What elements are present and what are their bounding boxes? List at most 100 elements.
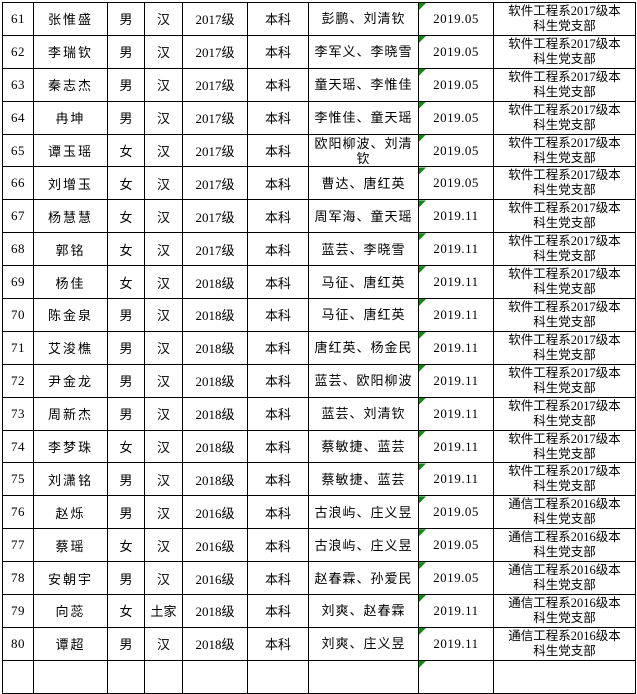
cell-ethnicity: 汉	[144, 363, 183, 398]
cell-name	[33, 659, 108, 694]
green-triangle-icon	[419, 562, 426, 570]
cell-date: 2019.11	[418, 396, 494, 431]
cell-degree: 本科	[247, 2, 309, 36]
cell-ethnicity: 汉	[144, 199, 183, 234]
table-row: 77 蔡瑶 女 汉 2016级 本科 古浪屿、庄义昱 2019.05 通信工程系…	[2, 528, 636, 563]
table-row: 68 郭铭 女 汉 2017级 本科 蓝芸、李晓雪 2019.11 软件工程系2…	[2, 232, 636, 267]
cell-grade: 2018级	[182, 265, 248, 300]
cell-grade: 2017级	[182, 100, 248, 135]
green-triangle-icon	[419, 595, 426, 603]
cell-name: 杨慧慧	[33, 199, 108, 234]
cell-degree: 本科	[247, 265, 309, 300]
cell-party-branch: 软件工程系2017级本科生党支部	[493, 363, 636, 398]
cell-party-branch: 通信工程系2016级本科生党支部	[493, 528, 636, 563]
cell-date: 2019.05	[418, 133, 494, 168]
cell-introducers: 李惟佳、童天瑶	[308, 100, 419, 135]
green-triangle-icon	[419, 167, 426, 175]
cell-number: 76	[2, 495, 34, 530]
cell-date: 2019.11	[418, 363, 494, 398]
cell-introducers: 蔡敏捷、蓝芸	[308, 462, 419, 497]
green-triangle-icon	[419, 398, 426, 405]
cell-ethnicity	[144, 659, 183, 694]
green-triangle-icon	[419, 365, 426, 372]
table-row: 63 秦志杰 男 汉 2017级 本科 童天瑶、李惟佳 2019.05 软件工程…	[2, 67, 636, 102]
cell-name: 秦志杰	[33, 67, 108, 102]
cell-party-branch: 软件工程系2017级本科生党支部	[493, 2, 636, 36]
cell-name: 李瑞钦	[33, 34, 108, 69]
cell-ethnicity: 汉	[144, 2, 183, 36]
cell-gender: 女	[107, 133, 145, 168]
cell-number: 77	[2, 528, 34, 563]
cell-grade	[182, 659, 248, 694]
cell-party-branch: 软件工程系2017级本科生党支部	[493, 67, 636, 102]
cell-party-branch: 软件工程系2017级本科生党支部	[493, 462, 636, 497]
cell-degree: 本科	[247, 166, 309, 201]
cell-degree: 本科	[247, 626, 309, 661]
cell-introducers: 刘爽、赵春霖	[308, 594, 419, 628]
cell-date: 2019.05	[418, 100, 494, 135]
cell-ethnicity: 汉	[144, 34, 183, 69]
cell-gender: 男	[107, 100, 145, 135]
green-triangle-icon	[419, 628, 426, 635]
table-row	[2, 659, 636, 694]
cell-name: 冉坤	[33, 100, 108, 135]
cell-grade: 2018级	[182, 330, 248, 365]
cell-grade: 2017级	[182, 67, 248, 102]
cell-introducers: 马征、唐红英	[308, 265, 419, 300]
cell-degree: 本科	[247, 298, 309, 332]
cell-number: 78	[2, 561, 34, 596]
cell-number: 74	[2, 429, 34, 464]
cell-introducers: 赵春霖、孙爱民	[308, 561, 419, 596]
cell-party-branch: 软件工程系2017级本科生党支部	[493, 298, 636, 332]
cell-ethnicity: 汉	[144, 528, 183, 563]
cell-grade: 2016级	[182, 495, 248, 530]
table-row: 74 李梦珠 女 汉 2018级 本科 蔡敏捷、蓝芸 2019.11 软件工程系…	[2, 429, 636, 464]
date-text: 2019.05	[433, 175, 479, 191]
cell-date: 2019.11	[418, 298, 494, 332]
date-text: 2019.05	[433, 570, 479, 586]
cell-number	[2, 659, 34, 694]
cell-gender: 男	[107, 34, 145, 69]
cell-date	[418, 659, 494, 694]
cell-party-branch	[493, 659, 636, 694]
cell-gender: 男	[107, 330, 145, 365]
date-text: 2019.05	[433, 43, 479, 59]
table-row: 78 安朝宇 男 汉 2016级 本科 赵春霖、孙爱民 2019.05 通信工程…	[2, 561, 636, 596]
cell-gender: 男	[107, 298, 145, 332]
cell-introducers: 马征、唐红英	[308, 298, 419, 332]
green-triangle-icon	[419, 102, 426, 109]
date-text: 2019.11	[433, 241, 479, 257]
cell-number: 66	[2, 166, 34, 201]
date-text: 2019.05	[433, 76, 479, 92]
cell-number: 73	[2, 396, 34, 431]
cell-party-branch: 软件工程系2017级本科生党支部	[493, 265, 636, 300]
cell-degree: 本科	[247, 594, 309, 628]
table-row: 72 尹金龙 男 汉 2018级 本科 蓝芸、欧阳柳波 2019.11 软件工程…	[2, 363, 636, 398]
cell-degree: 本科	[247, 330, 309, 365]
cell-name: 安朝宇	[33, 561, 108, 596]
cell-ethnicity: 汉	[144, 561, 183, 596]
table-row: 70 陈金泉 男 汉 2018级 本科 马征、唐红英 2019.11 软件工程系…	[2, 298, 636, 332]
cell-gender: 女	[107, 199, 145, 234]
cell-degree	[247, 659, 309, 694]
cell-grade: 2018级	[182, 626, 248, 661]
cell-ethnicity: 汉	[144, 265, 183, 300]
date-text: 2019.05	[433, 142, 479, 158]
date-text: 2019.11	[433, 438, 479, 454]
date-text: 2019.11	[433, 274, 479, 290]
date-text: 2019.11	[433, 306, 479, 322]
cell-introducers: 蔡敏捷、蓝芸	[308, 429, 419, 464]
cell-degree: 本科	[247, 429, 309, 464]
date-text: 2019.11	[433, 405, 479, 421]
cell-name: 周新杰	[33, 396, 108, 431]
green-triangle-icon	[419, 36, 426, 43]
green-triangle-icon	[419, 496, 426, 504]
cell-gender: 女	[107, 594, 145, 628]
cell-degree: 本科	[247, 561, 309, 596]
cell-number: 61	[2, 2, 34, 36]
table-row: 79 向蕊 女 土家 2018级 本科 刘爽、赵春霖 2019.11 通信工程系…	[2, 594, 636, 628]
cell-date: 2019.11	[418, 429, 494, 464]
table-row: 73 周新杰 男 汉 2018级 本科 蓝芸、刘清钦 2019.11 软件工程系…	[2, 396, 636, 431]
cell-name: 谭玉瑶	[33, 133, 108, 168]
cell-introducers: 古浪屿、庄义昱	[308, 495, 419, 530]
